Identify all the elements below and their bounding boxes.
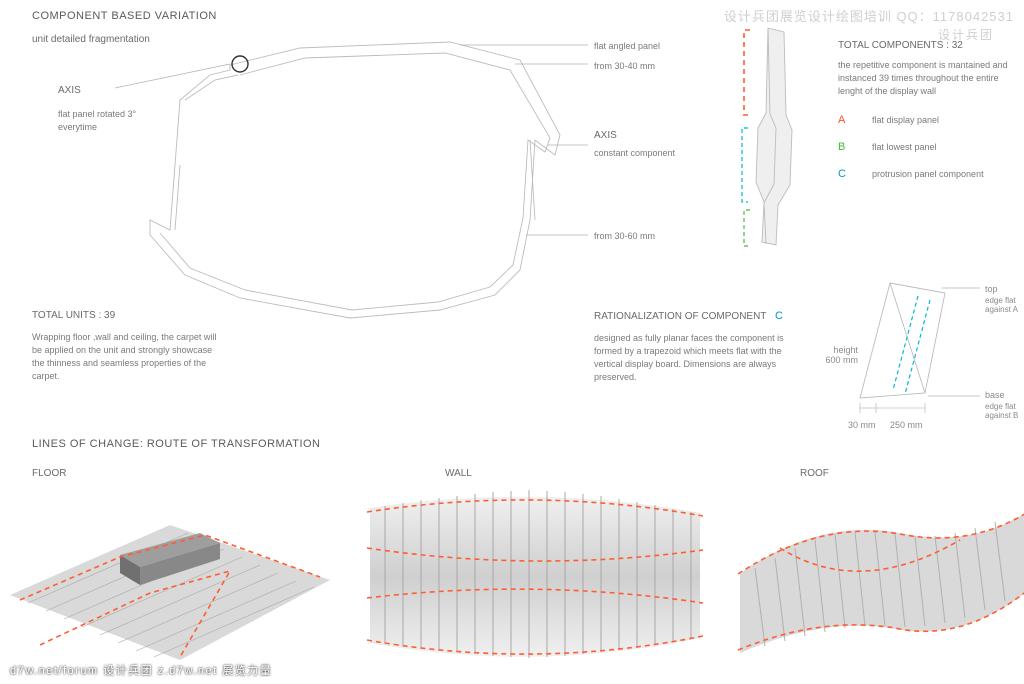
- callout-axis-title: AXIS: [594, 130, 675, 141]
- total-units-body: Wrapping floor ,wall and ceiling, the ca…: [32, 331, 222, 383]
- callout-30-40: from 30-40 mm: [594, 60, 655, 73]
- component-strip: [720, 20, 820, 280]
- callout-flat-angled: flat angled panel: [594, 40, 660, 53]
- label-b: flat lowest panel: [872, 141, 937, 154]
- trap-top-sub: edge flat against A: [985, 296, 1024, 314]
- rationalization-body: designed as fully planar faces the compo…: [594, 332, 804, 384]
- trap-250mm: 250 mm: [890, 420, 923, 430]
- rationalization-title: RATIONALIZATION OF COMPONENT C: [594, 310, 804, 322]
- letter-a: A: [838, 114, 872, 127]
- trap-top: top: [985, 284, 998, 294]
- lines-of-change-title: LINES OF CHANGE: ROUTE OF TRANSFORMATION: [32, 438, 321, 450]
- floor-label: FLOOR: [32, 468, 66, 479]
- total-components-body: the repetitive component is mantained an…: [838, 59, 1013, 98]
- letter-c: C: [838, 168, 872, 181]
- callout-30-60: from 30-60 mm: [594, 230, 655, 243]
- label-c: protrusion panel component: [872, 168, 984, 181]
- trap-height-label: height: [818, 345, 858, 355]
- trap-30mm: 30 mm: [848, 420, 876, 430]
- wall-render: [355, 478, 715, 678]
- floor-render: [0, 485, 340, 670]
- callout-axis-sub: constant component: [594, 147, 675, 160]
- trap-base: base: [985, 390, 1005, 400]
- wireframe-diagram: [90, 20, 600, 330]
- trap-height-val: 600 mm: [818, 355, 858, 365]
- rational-title-text: RATIONALIZATION OF COMPONENT: [594, 311, 766, 322]
- rational-letter-c: C: [775, 310, 783, 322]
- total-components-title: TOTAL COMPONENTS : 32: [838, 40, 1013, 51]
- trap-base-sub: edge flat against B: [985, 402, 1024, 420]
- label-a: flat display panel: [872, 114, 939, 127]
- letter-b: B: [838, 141, 872, 154]
- roof-render: [730, 478, 1024, 678]
- total-units-title: TOTAL UNITS : 39: [32, 310, 222, 321]
